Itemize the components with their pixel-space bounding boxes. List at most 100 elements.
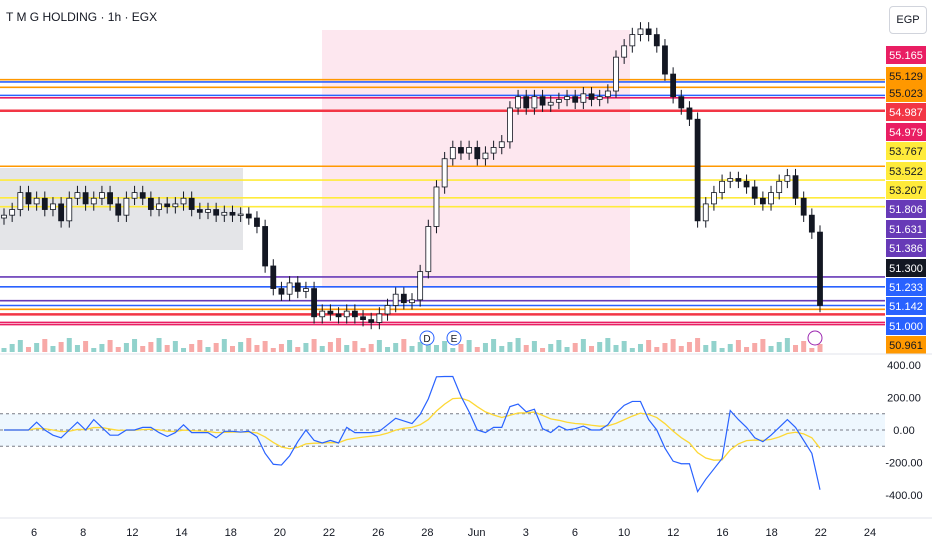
volume-bar [768,346,774,352]
volume-bar [295,347,301,352]
cci-axis-label: 200.00 [887,393,921,405]
time-axis-label: 3 [523,527,529,539]
candle-body [466,147,473,154]
volume-bar [784,338,790,352]
candle-body [392,293,399,306]
volume-bar [417,342,423,352]
candle-body [702,203,709,222]
volume-bar [25,347,31,352]
volume-bar [409,346,415,352]
volume-bar [491,339,497,352]
candle-body [319,310,326,318]
candle-body [425,226,432,273]
candle-body [768,192,774,205]
volume-bar [515,338,521,352]
volume-bar [336,338,342,352]
volume-bar [132,339,138,352]
candle-body [792,175,799,199]
volume-bar [115,347,121,352]
candle-body [564,96,570,100]
price-axis-label: 53.767 [889,146,923,158]
candle-body [784,175,791,182]
candle-body [759,197,766,205]
volume-bar [66,338,72,352]
volume-bar [482,343,488,352]
candle-body [735,178,742,182]
candle-body [653,34,660,47]
candle-body [580,93,587,103]
candle-body [286,282,293,295]
candle-body [156,203,162,210]
price-label-bg [886,278,926,296]
volume-bar [621,341,627,352]
currency-button[interactable]: EGP [889,6,927,34]
volume-bar [270,348,276,352]
volume-bar [744,347,750,352]
volume-bar [556,340,562,352]
volume-bar [703,345,709,352]
candle-body [254,217,260,227]
candle-body [213,209,220,216]
candle-body [270,265,277,289]
volume-bar [181,348,187,352]
price-label-bg [886,297,926,315]
price-label-bg [886,46,926,64]
volume-bar [164,345,170,352]
volume-bar [303,343,309,352]
volume-bar [50,346,56,352]
candle-body [458,147,464,154]
candle-body [808,214,815,233]
candle-body [588,93,595,100]
candle-body [449,147,456,160]
volume-bar [433,345,439,352]
candle-body [9,209,16,216]
candle-body [351,310,358,318]
candle-body [409,299,415,304]
time-axis-label: 20 [274,527,286,539]
volume-bar [654,347,660,352]
candle-body [711,192,717,205]
price-label-bg [886,103,926,121]
price-axis-label: 54.987 [889,107,923,119]
candle-body [662,45,668,75]
volume-bar [344,345,350,352]
volume-bar [695,338,701,352]
volume-bar [580,339,586,352]
volume-bar [793,345,799,352]
candle-body [555,99,562,103]
price-axis-label: 55.129 [889,71,923,83]
price-axis-label: 51.300 [889,263,923,275]
candle-body [74,192,81,199]
price-label-bg [886,239,926,257]
volume-bar [458,344,464,352]
volume-bar [42,339,48,352]
volume-bar [123,343,129,352]
price-axis-label: 51.806 [889,204,923,216]
candle-body [82,192,89,205]
volume-bar [686,342,692,352]
volume-bar [719,348,725,352]
candle-body [531,96,538,109]
volume-bar [213,343,219,352]
price-label-bg [886,67,926,85]
candle-body [645,28,652,35]
volume-bar [140,346,146,352]
volume-bar [752,343,758,352]
candle-body [474,147,481,160]
price-axis-label: 53.207 [889,185,923,197]
cci-axis-label: 400.00 [887,360,921,372]
volume-bar [507,342,513,352]
candle-body [99,192,105,199]
volume-bar [735,340,741,352]
cci-line [4,375,821,494]
candle-body [1,214,7,219]
volume-bar [711,341,717,352]
volume-bar [499,346,505,352]
volume-bar [221,339,227,352]
candle-body [621,45,628,58]
candle-body [817,231,823,306]
volume-bar [1,348,7,352]
time-axis-label: 16 [716,527,728,539]
